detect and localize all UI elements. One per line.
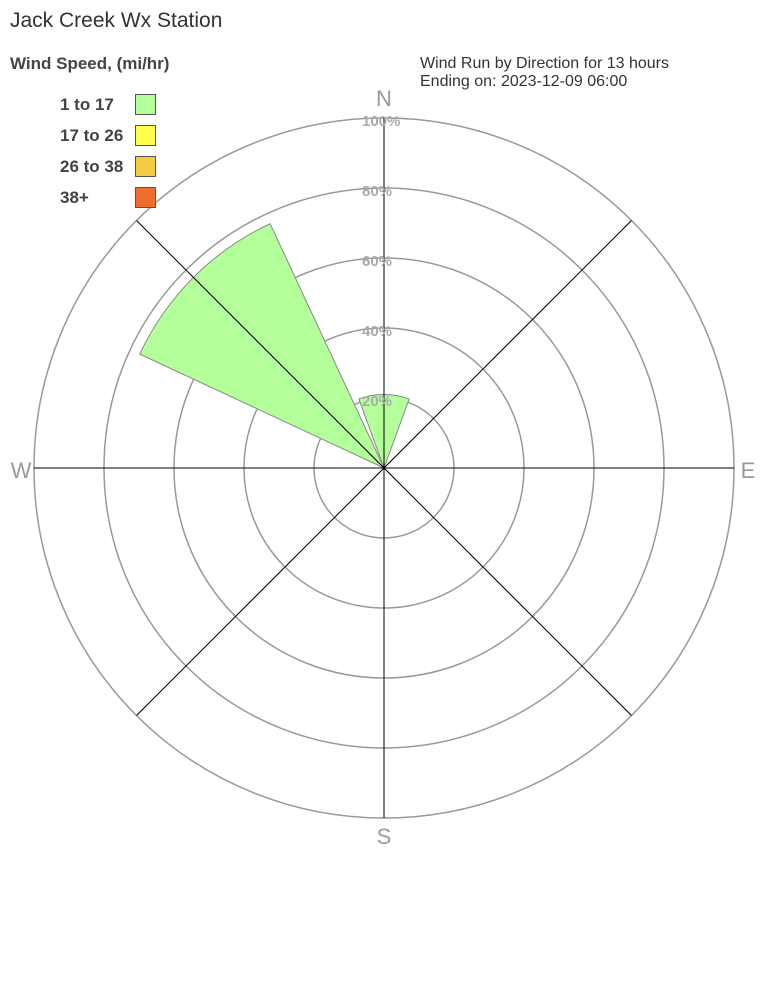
- legend-label: 17 to 26: [60, 125, 124, 145]
- ring-label: 80%: [362, 183, 392, 200]
- chart-subtitle: Wind Run by Direction for 13 hours Endin…: [420, 55, 669, 91]
- legend: 1 to 17 17 to 26 26 to 38 38+: [60, 89, 156, 213]
- subtitle-line-1: Wind Run by Direction for 13 hours: [420, 55, 669, 72]
- legend-label: 26 to 38: [60, 156, 124, 176]
- legend-label: 38+: [60, 187, 89, 207]
- legend-swatch: [135, 156, 156, 177]
- legend-item: 38+: [60, 182, 156, 213]
- ring-label: 60%: [362, 253, 392, 270]
- compass-label-S: S: [377, 824, 392, 849]
- ring-label: 40%: [362, 323, 392, 340]
- legend-swatch: [135, 94, 156, 115]
- legend-title: Wind Speed, (mi/hr): [10, 54, 170, 73]
- legend-item: 17 to 26: [60, 120, 156, 151]
- legend-swatch: [135, 187, 156, 208]
- legend-label: 1 to 17: [60, 94, 114, 114]
- compass-label-N: N: [376, 86, 392, 111]
- chart-title: Jack Creek Wx Station: [10, 9, 223, 32]
- legend-swatch: [135, 125, 156, 146]
- subtitle-line-2: Ending on: 2023-12-09 06:00: [420, 73, 628, 90]
- legend-item: 26 to 38: [60, 151, 156, 182]
- ring-label: 100%: [362, 113, 400, 130]
- compass-label-W: W: [11, 458, 32, 483]
- compass-label-E: E: [741, 458, 756, 483]
- spoke-line: [136, 220, 632, 716]
- legend-item: 1 to 17: [60, 89, 156, 120]
- ring-label: 20%: [362, 393, 392, 410]
